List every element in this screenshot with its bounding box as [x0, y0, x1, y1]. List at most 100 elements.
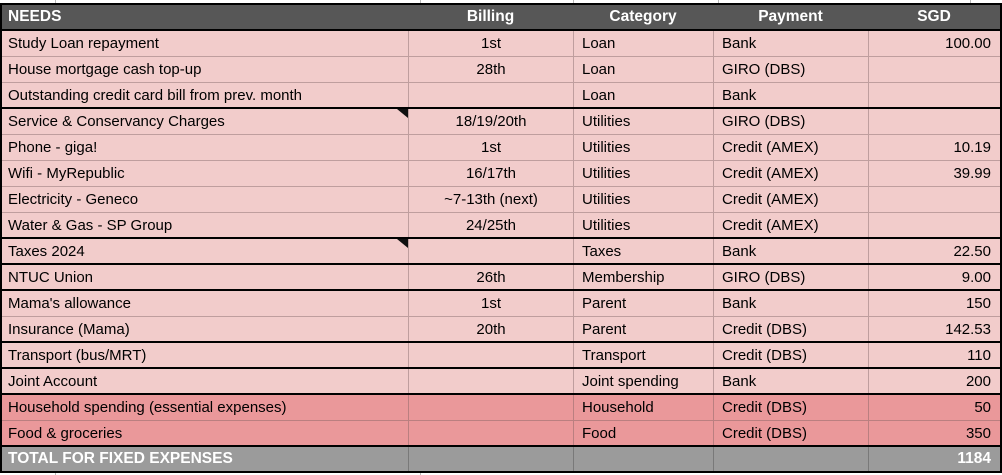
cell-category[interactable]: Parent: [573, 317, 713, 341]
cell-category[interactable]: Utilities: [573, 161, 713, 186]
cell-billing[interactable]: 28th: [408, 57, 573, 82]
cell-needs[interactable]: Food & groceries: [8, 424, 123, 442]
cell-billing[interactable]: [408, 369, 573, 393]
cell-sgd[interactable]: [868, 187, 1000, 212]
cell-payment[interactable]: Credit (AMEX): [713, 161, 868, 186]
cell-category[interactable]: Loan: [573, 83, 713, 107]
cell-needs[interactable]: Study Loan repayment: [8, 35, 159, 52]
total-empty-cell[interactable]: [713, 447, 868, 471]
total-empty-cell[interactable]: [408, 447, 573, 471]
cell-sgd[interactable]: [868, 57, 1000, 82]
cell-needs[interactable]: Phone - giga!: [8, 139, 98, 156]
cell-sgd[interactable]: 50: [868, 395, 1000, 420]
cell-sgd[interactable]: 39.99: [868, 161, 1000, 186]
cell-needs[interactable]: Water & Gas - SP Group: [8, 216, 173, 234]
cell-category[interactable]: Loan: [573, 31, 713, 56]
cell-category[interactable]: Food: [573, 421, 713, 445]
cell-billing[interactable]: 26th: [408, 265, 573, 289]
cell-billing[interactable]: [408, 343, 573, 367]
cell-payment[interactable]: Bank: [713, 239, 868, 263]
cell-sgd[interactable]: 142.53: [868, 317, 1000, 341]
cell-billing[interactable]: [408, 421, 573, 445]
cell-category[interactable]: Parent: [573, 291, 713, 316]
total-empty-cell[interactable]: [573, 447, 713, 471]
cell-sgd[interactable]: 200: [868, 369, 1000, 393]
column-header-category[interactable]: Category: [609, 8, 677, 25]
table-row: Outstanding credit card bill from prev. …: [2, 83, 1000, 109]
cell-needs[interactable]: Wifi - MyRepublic: [8, 165, 125, 182]
cell-payment[interactable]: GIRO (DBS): [713, 57, 868, 82]
cell-billing[interactable]: 1st: [408, 135, 573, 160]
cell-category[interactable]: Utilities: [573, 135, 713, 160]
cell-payment[interactable]: Credit (DBS): [713, 317, 868, 341]
cell-payment[interactable]: Credit (AMEX): [713, 135, 868, 160]
cell-category[interactable]: Joint spending: [573, 369, 713, 393]
cell-billing[interactable]: 1st: [408, 31, 573, 56]
gridline-tick: [970, 0, 971, 3]
cell-billing[interactable]: [408, 395, 573, 420]
cell-billing[interactable]: 16/17th: [408, 161, 573, 186]
column-header-payment[interactable]: Payment: [758, 8, 823, 25]
cell-needs[interactable]: Service & Conservancy Charges: [2, 109, 408, 134]
cell-sgd[interactable]: [868, 109, 1000, 134]
cell-needs[interactable]: Insurance (Mama): [8, 320, 130, 338]
cell-needs[interactable]: Mama's allowance: [8, 295, 131, 312]
cell-billing[interactable]: [408, 83, 573, 107]
cell-sgd[interactable]: 110: [868, 343, 1000, 367]
column-header-sgd[interactable]: SGD: [917, 8, 951, 25]
cell-note-marker-icon: [397, 239, 408, 248]
table-row: Water & Gas - SP Group 24/25th Utilities…: [2, 213, 1000, 239]
cell-billing[interactable]: 18/19/20th: [408, 109, 573, 134]
table-row: Phone - giga! 1st Utilities Credit (AMEX…: [2, 135, 1000, 161]
cell-needs[interactable]: Electricity - Geneco: [8, 191, 139, 208]
cell-billing[interactable]: 24/25th: [408, 213, 573, 237]
cell-sgd[interactable]: 9.00: [868, 265, 1000, 289]
cell-sgd[interactable]: 150: [868, 291, 1000, 316]
cell-category[interactable]: Household: [573, 395, 713, 420]
cell-category[interactable]: Membership: [573, 265, 713, 289]
cell-payment[interactable]: Credit (AMEX): [713, 187, 868, 212]
cell-payment[interactable]: Bank: [713, 291, 868, 316]
cell-category[interactable]: Taxes: [573, 239, 713, 263]
cell-sgd[interactable]: 100.00: [868, 31, 1000, 56]
cell-needs[interactable]: House mortgage cash top-up: [8, 61, 202, 78]
total-value-cell[interactable]: 1184: [868, 447, 1000, 471]
cell-payment[interactable]: Bank: [713, 31, 868, 56]
cell-payment[interactable]: GIRO (DBS): [713, 265, 868, 289]
cell-billing[interactable]: 1st: [408, 291, 573, 316]
column-header-needs[interactable]: NEEDS: [8, 8, 62, 25]
cell-needs[interactable]: Household spending (essential expenses): [8, 399, 287, 416]
cell-payment[interactable]: Credit (DBS): [713, 395, 868, 420]
table-row: Insurance (Mama) 20th Parent Credit (DBS…: [2, 317, 1000, 343]
cell-payment[interactable]: Bank: [713, 369, 868, 393]
cell-billing[interactable]: 20th: [408, 317, 573, 341]
cell-payment[interactable]: Credit (AMEX): [713, 213, 868, 237]
cell-needs[interactable]: Transport (bus/MRT): [8, 346, 147, 364]
cell-category[interactable]: Utilities: [573, 213, 713, 237]
cell-category[interactable]: Loan: [573, 57, 713, 82]
cell-payment[interactable]: GIRO (DBS): [713, 109, 868, 134]
cell-sgd[interactable]: 10.19: [868, 135, 1000, 160]
cell-sgd[interactable]: 22.50: [868, 239, 1000, 263]
cell-payment[interactable]: Credit (DBS): [713, 343, 868, 367]
column-header-billing[interactable]: Billing: [466, 8, 515, 25]
gridline-tick: [420, 0, 421, 3]
cell-payment[interactable]: Credit (DBS): [713, 421, 868, 445]
cell-sgd[interactable]: [868, 83, 1000, 107]
cell-category[interactable]: Utilities: [573, 109, 713, 134]
cell-sgd[interactable]: [868, 213, 1000, 237]
cell-needs[interactable]: Taxes 2024: [2, 239, 408, 263]
total-label-cell[interactable]: TOTAL FOR FIXED EXPENSES: [8, 450, 233, 467]
cell-payment[interactable]: Bank: [713, 83, 868, 107]
cell-needs[interactable]: Outstanding credit card bill from prev. …: [8, 86, 303, 104]
cell-needs[interactable]: NTUC Union: [8, 268, 94, 286]
cell-category[interactable]: Utilities: [573, 187, 713, 212]
cell-text: Taxes 2024: [8, 242, 85, 260]
cell-billing[interactable]: ~7-13th (next): [408, 187, 573, 212]
cell-billing[interactable]: [408, 239, 573, 263]
cell-category[interactable]: Transport: [573, 343, 713, 367]
table-row: Mama's allowance 1st Parent Bank 150: [2, 291, 1000, 317]
cell-needs[interactable]: Joint Account: [8, 372, 98, 390]
table-row: Taxes 2024 Taxes Bank 22.50: [2, 239, 1000, 265]
cell-sgd[interactable]: 350: [868, 421, 1000, 445]
